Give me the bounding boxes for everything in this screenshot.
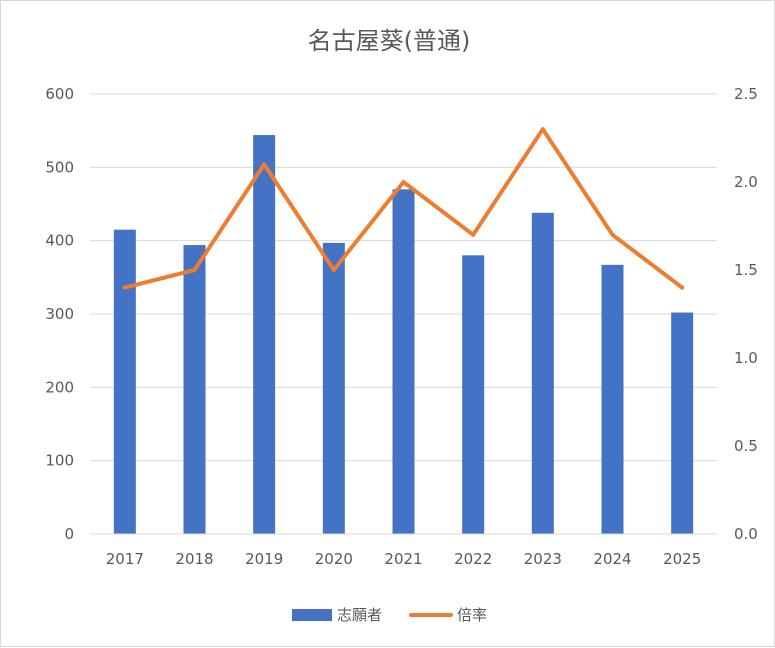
bar-2024 bbox=[601, 264, 624, 534]
left-axis: 0 100 200 300 400 500 600 bbox=[45, 85, 74, 543]
x-axis-tick-label: 2018 bbox=[175, 550, 213, 568]
ratio-point-2023 bbox=[540, 127, 545, 132]
left-axis-tick-label: 200 bbox=[45, 378, 74, 396]
bar-2021 bbox=[392, 189, 415, 535]
bar-2025 bbox=[671, 312, 694, 534]
ratio-point-2024 bbox=[610, 232, 615, 237]
ratio-point-2020 bbox=[331, 268, 336, 272]
ratio-point-2018 bbox=[192, 268, 197, 272]
right-axis-tick-label: 0.0 bbox=[734, 525, 758, 543]
legend-label-ratio: 倍率 bbox=[457, 606, 487, 624]
left-axis-tick-label: 100 bbox=[45, 452, 74, 470]
ratio-point-2022 bbox=[471, 232, 476, 237]
line-series bbox=[122, 127, 685, 290]
bar-2023 bbox=[531, 212, 554, 535]
bar-2020 bbox=[322, 242, 345, 534]
ratio-point-2017 bbox=[122, 285, 127, 290]
bar-2019 bbox=[253, 135, 276, 535]
ratio-point-2019 bbox=[262, 162, 267, 167]
right-axis-tick-label: 2.0 bbox=[734, 173, 758, 191]
left-axis-tick-label: 500 bbox=[45, 158, 74, 176]
x-axis-tick-label: 2025 bbox=[663, 550, 701, 568]
right-axis-tick-label: 1.0 bbox=[734, 349, 758, 367]
bar-2018 bbox=[183, 245, 206, 535]
ratio-point-2021 bbox=[401, 180, 406, 184]
x-axis-tick-label: 2022 bbox=[454, 550, 492, 568]
x-axis-tick-label: 2021 bbox=[384, 550, 422, 568]
x-axis-tick-label: 2019 bbox=[245, 550, 283, 568]
x-axis-tick-label: 2024 bbox=[593, 550, 631, 568]
right-axis-tick-label: 1.5 bbox=[734, 261, 758, 279]
legend-swatch-applicants bbox=[292, 609, 332, 621]
left-axis-tick-label: 300 bbox=[45, 305, 74, 323]
legend-label-applicants: 志願者 bbox=[337, 606, 382, 624]
left-axis-tick-label: 600 bbox=[45, 85, 74, 103]
legend: 志願者 倍率 bbox=[292, 606, 487, 624]
left-axis-tick-label: 0 bbox=[64, 525, 74, 543]
x-axis-tick-label: 2017 bbox=[106, 550, 144, 568]
ratio-point-2025 bbox=[680, 285, 685, 290]
x-axis: 2017 2018 2019 2020 2021 2022 2023 2024 2025 bbox=[90, 533, 717, 568]
right-axis: 0.0 0.5 1.0 1.5 2.0 2.5 bbox=[734, 85, 758, 543]
x-axis-tick-label: 2020 bbox=[315, 550, 353, 568]
chart-title: 名古屋葵(普通) bbox=[308, 27, 471, 55]
bar-2017 bbox=[113, 229, 136, 534]
right-axis-tick-label: 0.5 bbox=[734, 437, 758, 455]
right-axis-tick-label: 2.5 bbox=[734, 85, 758, 103]
x-axis-tick-label: 2023 bbox=[524, 550, 562, 568]
bar-series bbox=[113, 135, 694, 535]
bar-2022 bbox=[462, 255, 485, 535]
left-axis-tick-label: 400 bbox=[45, 232, 74, 250]
